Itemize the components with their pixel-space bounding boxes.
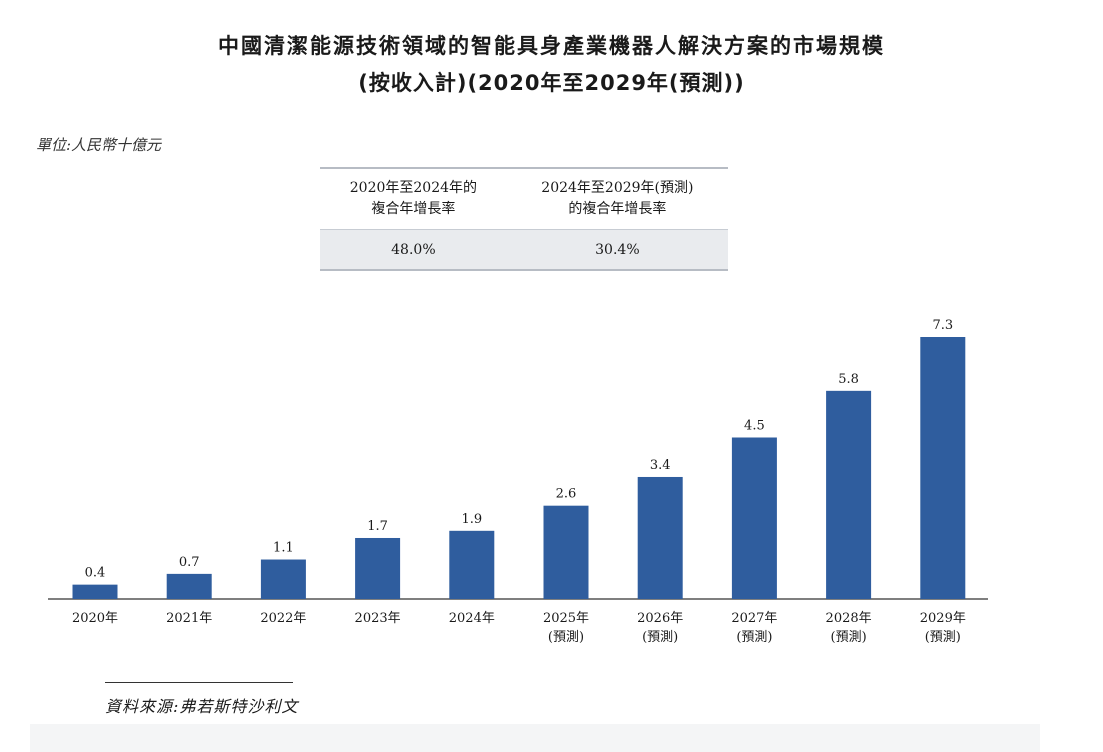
chart-title: 中國清潔能源技術領域的智能具身產業機器人解決方案的市場規模 [218, 34, 885, 58]
source-divider [105, 682, 293, 683]
bar-2029年 [920, 337, 966, 599]
cagr-header-historical-line2: 複合年增長率 [371, 201, 456, 217]
x-tick-label: 2027年 [731, 611, 777, 626]
bar-value-label: 0.4 [85, 566, 106, 581]
cagr-header-historical: 2020年至2024年的 複合年增長率 [320, 167, 507, 230]
x-tick-label: 2026年 [637, 611, 683, 626]
x-tick-label: 2023年 [355, 611, 401, 626]
bar-2021年 [166, 573, 212, 599]
bar-value-label: 0.7 [179, 555, 200, 570]
bar-2028年 [826, 390, 872, 599]
chart-subtitle: (按收入計)(2020年至2029年(預測)) [358, 71, 745, 95]
x-tick-label: 2021年 [166, 611, 212, 626]
bar-value-label: 5.8 [838, 372, 859, 387]
bar-2024年 [449, 530, 495, 599]
bar-value-label: 4.5 [744, 418, 765, 433]
bar-2026年 [637, 476, 683, 599]
cagr-value-row: 48.0% 30.4% [320, 229, 728, 271]
bar-value-label: 1.1 [273, 541, 294, 556]
x-tick-label: 2022年 [260, 611, 306, 626]
cagr-header-forecast: 2024年至2029年(預測) 的複合年增長率 [506, 167, 728, 230]
bar-2023年 [355, 537, 401, 599]
cagr-value-historical: 48.0% [320, 229, 507, 271]
x-tick-sublabel: (預測) [736, 630, 772, 645]
bar-value-label: 3.4 [650, 458, 671, 473]
cagr-header-historical-line1: 2020年至2024年的 [349, 180, 478, 196]
x-tick-label: 2028年 [826, 611, 872, 626]
x-tick-label: 2020年 [72, 611, 118, 626]
source-note: 資料來源:弗若斯特沙利文 [105, 697, 299, 716]
bottom-band [30, 724, 1040, 752]
bar-2027年 [731, 437, 777, 599]
x-tick-sublabel: (預測) [925, 630, 961, 645]
bar-2020年 [72, 584, 118, 599]
x-tick-label: 2025年 [543, 611, 589, 626]
x-tick-sublabel: (預測) [642, 630, 678, 645]
x-tick-sublabel: (預測) [831, 630, 867, 645]
cagr-header-row: 2020年至2024年的 複合年增長率 2024年至2029年(預測) 的複合年… [320, 167, 728, 230]
cagr-table: 2020年至2024年的 複合年增長率 2024年至2029年(預測) 的複合年… [320, 167, 728, 271]
bar-2025年 [543, 505, 589, 599]
x-tick-label: 2029年 [920, 611, 966, 626]
bar-value-label: 1.7 [367, 519, 388, 534]
cagr-header-forecast-line1: 2024年至2029年(預測) [541, 180, 694, 196]
bar-2022年 [260, 559, 306, 599]
cagr-header-forecast-line2: 的複合年增長率 [568, 201, 667, 217]
cagr-value-forecast: 30.4% [506, 229, 728, 271]
bar-value-label: 2.6 [556, 487, 577, 502]
bar-value-label: 1.9 [461, 512, 482, 527]
x-tick-sublabel: (預測) [548, 630, 584, 645]
x-tick-label: 2024年 [449, 611, 495, 626]
unit-label: 單位:人民幣十億元 [36, 136, 162, 154]
bar-value-label: 7.3 [932, 318, 953, 333]
